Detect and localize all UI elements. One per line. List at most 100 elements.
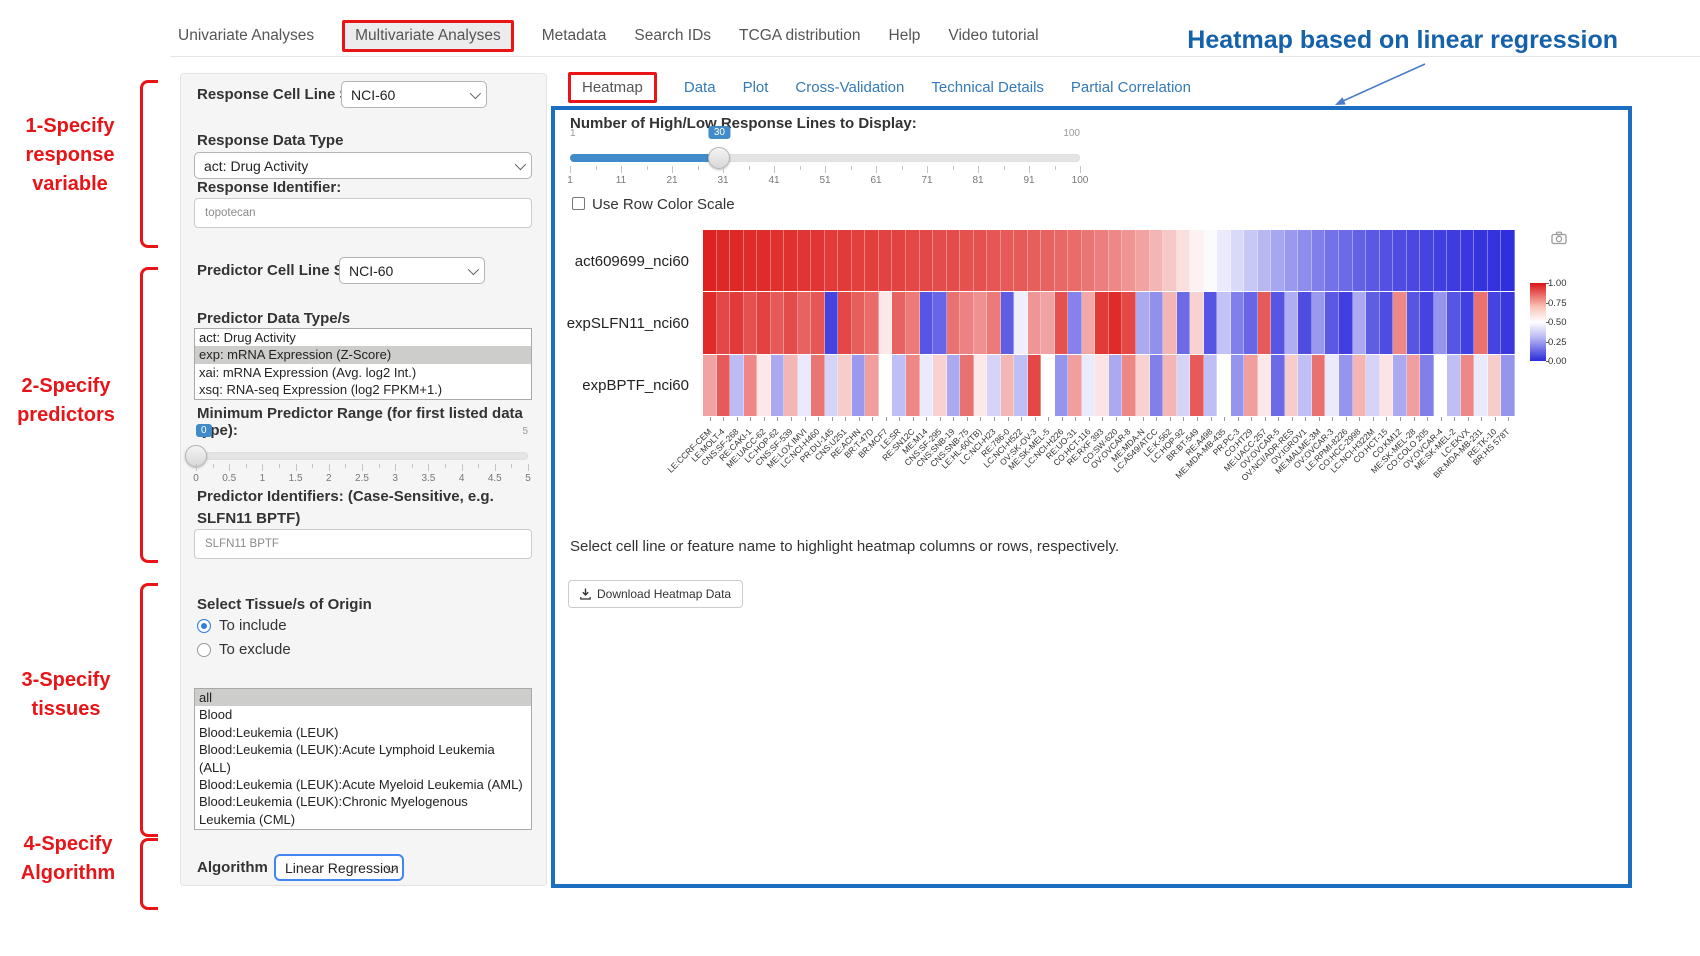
heatmap-cell[interactable] — [852, 292, 866, 353]
nav-item-univariate-analyses[interactable]: Univariate Analyses — [178, 21, 314, 51]
heatmap-cell[interactable] — [1028, 355, 1042, 416]
heatmap-cell[interactable] — [838, 230, 852, 291]
heatmap-cell[interactable] — [717, 292, 731, 353]
heatmap-cell[interactable] — [1312, 292, 1326, 353]
heatmap-cell[interactable] — [1447, 292, 1461, 353]
heatmap-cell[interactable] — [838, 292, 852, 353]
heatmap-cell[interactable] — [825, 230, 839, 291]
heatmap-cell[interactable] — [1285, 292, 1299, 353]
heatmap-cell[interactable] — [1380, 230, 1394, 291]
heatmap-cell[interactable] — [1434, 230, 1448, 291]
heatmap-cell[interactable] — [960, 355, 974, 416]
heatmap-cell[interactable] — [1271, 355, 1285, 416]
heatmap-cell[interactable] — [1055, 230, 1069, 291]
heatmap-cell[interactable] — [757, 292, 771, 353]
heatmap-cell[interactable] — [1041, 355, 1055, 416]
heatmap-cell[interactable] — [1474, 292, 1488, 353]
heatmap-cell[interactable] — [906, 230, 920, 291]
heatmap-cell[interactable] — [1190, 230, 1204, 291]
heatmap-cell[interactable] — [811, 355, 825, 416]
heatmap-cell[interactable] — [1163, 292, 1177, 353]
heatmap-cell[interactable] — [1488, 230, 1502, 291]
heatmap-cell[interactable] — [1082, 292, 1096, 353]
heatmap-cell[interactable] — [987, 292, 1001, 353]
heatmap-cell[interactable] — [987, 355, 1001, 416]
data-type-option-exp-mrna-expression-z-score[interactable]: exp: mRNA Expression (Z-Score) — [195, 346, 531, 363]
heatmap-cell[interactable] — [920, 292, 934, 353]
heatmap-cell[interactable] — [1068, 230, 1082, 291]
heatmap-cell[interactable] — [1150, 355, 1164, 416]
heatmap-cell[interactable] — [744, 292, 758, 353]
heatmap-cell[interactable] — [879, 355, 893, 416]
min-predictor-range-slider[interactable]: 0 5 00.511.522.533.544.55 — [196, 426, 528, 476]
heatmap-cell[interactable] — [1488, 355, 1502, 416]
heatmap-cell[interactable] — [1068, 355, 1082, 416]
heatmap-cell[interactable] — [1447, 230, 1461, 291]
heatmap-cell[interactable] — [906, 292, 920, 353]
nav-item-search-ids[interactable]: Search IDs — [634, 21, 711, 51]
tissue-option-blood-leukemia-leuk[interactable]: Blood:Leukemia (LEUK) — [195, 724, 531, 741]
heatmap-cell[interactable] — [784, 355, 798, 416]
heatmap-cell[interactable] — [865, 292, 879, 353]
heatmap-cell[interactable] — [1285, 355, 1299, 416]
predictor-identifiers-input[interactable] — [194, 529, 532, 559]
heatmap-cell[interactable] — [865, 230, 879, 291]
heatmap-cell[interactable] — [920, 230, 934, 291]
tissue-option-blood-leukemia-leuk-acute-myeloid-leukemia-aml[interactable]: Blood:Leukemia (LEUK):Acute Myeloid Leuk… — [195, 776, 531, 793]
heatmap-cell[interactable] — [703, 230, 717, 291]
heatmap-cell[interactable] — [1353, 230, 1367, 291]
heatmap-cell[interactable] — [1488, 292, 1502, 353]
response-data-type-select[interactable]: act: Drug Activity — [194, 152, 532, 179]
heatmap-cell[interactable] — [771, 292, 785, 353]
heatmap-cell[interactable] — [825, 355, 839, 416]
heatmap-cell[interactable] — [811, 292, 825, 353]
heatmap-cell[interactable] — [1339, 230, 1353, 291]
heatmap-cell[interactable] — [1420, 292, 1434, 353]
slider-track[interactable] — [570, 154, 1080, 162]
heatmap-cell[interactable] — [1041, 230, 1055, 291]
heatmap-cell[interactable] — [1501, 292, 1515, 353]
heatmap-cell[interactable] — [1380, 292, 1394, 353]
heatmap-cell[interactable] — [1231, 292, 1245, 353]
heatmap-cell[interactable] — [744, 355, 758, 416]
heatmap-cell[interactable] — [1190, 355, 1204, 416]
heatmap-row-label-expbptf-nci60[interactable]: expBPTF_nci60 — [555, 355, 697, 417]
heatmap-cell[interactable] — [1001, 230, 1015, 291]
heatmap-cell[interactable] — [1095, 292, 1109, 353]
heatmap-cell[interactable] — [1231, 355, 1245, 416]
heatmap-cell[interactable] — [1231, 230, 1245, 291]
heatmap-cell[interactable] — [947, 230, 961, 291]
heatmap-cell[interactable] — [1204, 230, 1218, 291]
heatmap-cell[interactable] — [1177, 355, 1191, 416]
heatmap-cell[interactable] — [1136, 355, 1150, 416]
heatmap-cell[interactable] — [1095, 355, 1109, 416]
nav-item-multivariate-analyses[interactable]: Multivariate Analyses — [342, 20, 514, 52]
heatmap-cell[interactable] — [1014, 292, 1028, 353]
heatmap-cell[interactable] — [1244, 355, 1258, 416]
heatmap-cell[interactable] — [879, 292, 893, 353]
heatmap-cell[interactable] — [1420, 230, 1434, 291]
heatmap-cell[interactable] — [1082, 230, 1096, 291]
heatmap-cell[interactable] — [838, 355, 852, 416]
tissue-option-blood-leukemia-leuk-chronic-myelogenous-leukemia-cml[interactable]: Blood:Leukemia (LEUK):Chronic Myelogenou… — [195, 793, 531, 828]
heatmap-cell[interactable] — [1109, 292, 1123, 353]
heatmap-cell[interactable] — [1407, 292, 1421, 353]
heatmap-cell[interactable] — [1204, 355, 1218, 416]
heatmap-cell[interactable] — [703, 355, 717, 416]
heatmap-cell[interactable] — [987, 230, 1001, 291]
heatmap-cell[interactable] — [1461, 292, 1475, 353]
heatmap-cell[interactable] — [1501, 230, 1515, 291]
heatmap-cell[interactable] — [1150, 230, 1164, 291]
heatmap-cell[interactable] — [879, 230, 893, 291]
row-color-scale-checkbox[interactable]: Use Row Color Scale — [572, 196, 735, 213]
tab-partial-correlation[interactable]: Partial Correlation — [1071, 72, 1191, 103]
heatmap-cell[interactable] — [757, 230, 771, 291]
heatmap-cell[interactable] — [1258, 292, 1272, 353]
tissue-include-radio[interactable]: To include — [197, 617, 287, 634]
heatmap-cell[interactable] — [1217, 230, 1231, 291]
heatmap-cell[interactable] — [865, 355, 879, 416]
heatmap-cell[interactable] — [1055, 355, 1069, 416]
heatmap-cell[interactable] — [933, 355, 947, 416]
heatmap-cell[interactable] — [771, 230, 785, 291]
heatmap-cell[interactable] — [933, 230, 947, 291]
